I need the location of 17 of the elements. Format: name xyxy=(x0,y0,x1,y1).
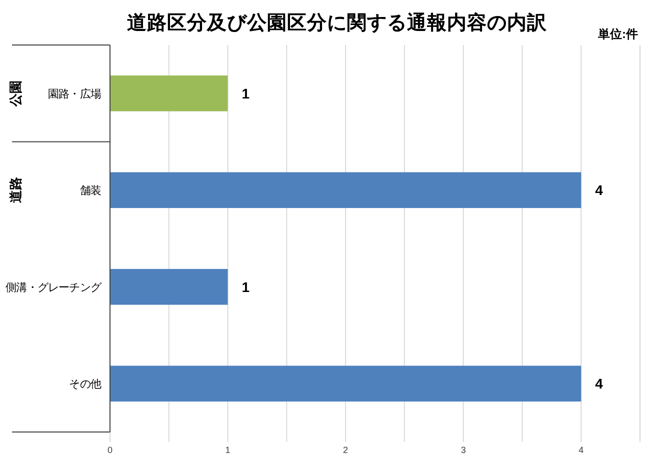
data-label: 1 xyxy=(242,278,250,295)
y-tick-label: 側溝・グレーチング xyxy=(6,280,102,294)
chart-title: 道路区分及び公園区分に関する通報内容の内訳 xyxy=(127,11,548,34)
x-tick-label: 0 xyxy=(107,445,113,455)
x-tick-label: 4 xyxy=(578,445,584,455)
data-label: 4 xyxy=(595,376,604,392)
x-tick-label: 2 xyxy=(343,445,348,455)
data-label: 4 xyxy=(595,182,604,198)
text: 道路 xyxy=(8,177,23,204)
text: 公園 xyxy=(8,80,23,108)
data-label: 1 xyxy=(242,85,250,102)
y-tick-label: 舗装 xyxy=(80,184,102,198)
x-tick-label: 1 xyxy=(225,445,230,455)
text: 単位:件 xyxy=(597,27,638,41)
x-tick-label: 3 xyxy=(460,445,466,455)
y-tick-label: その他 xyxy=(69,378,102,391)
y-tick-label: 園路・広場 xyxy=(48,87,102,100)
